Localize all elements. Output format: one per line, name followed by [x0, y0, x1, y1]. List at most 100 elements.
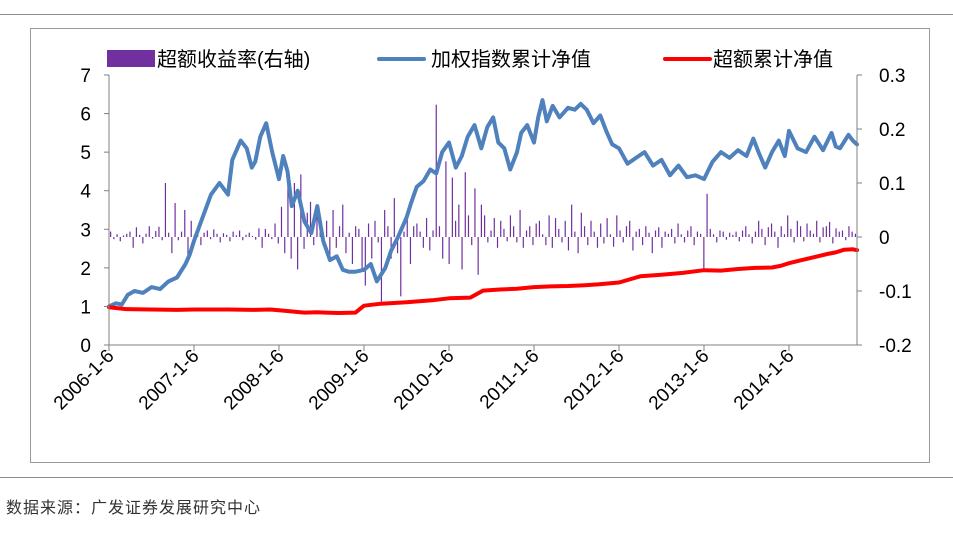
excess-return-bar: [683, 237, 686, 243]
excess-return-bar: [413, 226, 415, 237]
excess-return-bar: [542, 234, 544, 237]
legend: 超额收益率(右轴) 加权指数累计净值 超额累计净值: [107, 48, 833, 71]
excess-return-bar: [822, 227, 824, 237]
excess-return-bar: [635, 231, 637, 237]
excess-return-bar: [429, 237, 431, 251]
excess-return-bar: [345, 237, 347, 254]
excess-return-bar: [416, 223, 418, 237]
excess-return-bar: [596, 237, 599, 248]
excess-return-bar: [735, 231, 737, 237]
excess-return-bar: [180, 231, 183, 237]
legend-label: 超额累计净值: [713, 48, 833, 71]
excess-return-bar: [838, 231, 840, 237]
excess-return-bar: [454, 220, 457, 237]
excess-return-bar: [725, 237, 728, 240]
excess-return-bar: [203, 232, 205, 237]
excess-return-bar: [432, 230, 434, 237]
excess-return-bar: [680, 234, 682, 237]
excess-return-bar: [403, 231, 405, 237]
excess-return-bar: [113, 237, 115, 240]
excess-return-bar: [525, 230, 528, 237]
excess-return-bar: [261, 237, 263, 248]
excess-return-bar: [484, 215, 486, 237]
excess-return-bar: [661, 237, 663, 248]
excess-return-bar: [174, 202, 176, 237]
excess-return-bar: [600, 223, 602, 237]
excess-return-bar: [554, 218, 557, 237]
excess-return-bar: [741, 230, 744, 237]
excess-return-bar: [258, 228, 260, 237]
excess-return-bar: [819, 237, 821, 243]
legend-label: 超额收益率(右轴): [157, 48, 310, 71]
excess-return-bar: [854, 233, 856, 237]
excess-return-bar: [458, 204, 460, 237]
excess-return-bar: [641, 237, 644, 246]
excess-return-bar: [400, 237, 402, 297]
excess-return-bar: [664, 231, 666, 237]
excess-return-bar: [764, 237, 766, 246]
right-tick-label: 0.2: [879, 120, 905, 141]
left-tick-label: 3: [80, 220, 91, 241]
excess-return-bar: [674, 237, 676, 244]
excess-return-bar: [367, 223, 370, 237]
excess-return-bar: [796, 220, 798, 237]
excess-return-bar: [748, 234, 750, 237]
excess-return-bar: [297, 237, 299, 270]
excess-return-bar: [783, 234, 786, 237]
excess-return-bar: [793, 237, 795, 243]
excess-return-bar: [619, 230, 621, 237]
excess-return-bar: [506, 237, 508, 242]
excess-return-bar: [590, 220, 592, 237]
excess-return-bar: [535, 223, 537, 237]
excess-return-bar: [729, 232, 731, 237]
excess-return-bar: [216, 233, 218, 237]
excess-return-bar: [551, 237, 553, 248]
excess-return-bar: [480, 204, 482, 237]
excess-return-bar: [500, 220, 502, 237]
excess-return-bar: [351, 237, 354, 264]
excess-return-bar: [313, 237, 315, 246]
excess-return-bar: [151, 237, 154, 239]
legend-swatch-bars: [107, 50, 155, 67]
excess-return-bar: [712, 234, 715, 237]
excess-return-bar: [545, 237, 547, 246]
excess-return-bar: [667, 233, 669, 237]
excess-return-bar: [758, 220, 760, 237]
excess-return-bar: [716, 237, 718, 243]
x-tick-label: 2013-1-6: [645, 346, 714, 415]
legend-label: 加权指数累计净值: [431, 48, 591, 71]
excess-return-bar: [190, 220, 192, 237]
source-note: 数据来源：广发证券发展研究中心: [6, 498, 262, 517]
left-tick-label: 4: [80, 182, 91, 203]
excess-return-bar: [658, 227, 660, 237]
right-tick-label: -0.1: [879, 282, 912, 303]
excess-return-bar: [316, 215, 318, 237]
excess-return-bar: [255, 237, 257, 240]
excess-return-bar: [606, 218, 608, 237]
excess-return-bar: [738, 237, 740, 242]
excess-return-bar: [809, 230, 811, 237]
excess-return-bar: [122, 235, 125, 237]
excess-return-bar: [110, 231, 112, 237]
excess-return-bar: [770, 223, 773, 237]
left-tick-label: 0: [80, 336, 91, 357]
excess-return-bar: [516, 237, 518, 243]
x-tick-label: 2011-1-6: [476, 346, 544, 414]
excess-return-bar: [129, 231, 131, 237]
excess-return-bar: [548, 215, 550, 237]
excess-return-bar: [709, 228, 711, 237]
excess-return-bar: [422, 237, 424, 248]
excess-return-bar: [587, 237, 589, 246]
excess-return-bar: [732, 234, 734, 237]
excess-return-bar: [493, 218, 495, 237]
excess-return-bar: [267, 233, 270, 237]
excess-return-bar: [487, 237, 489, 243]
excess-return-bar: [135, 227, 138, 237]
excess-return-bar: [645, 226, 647, 237]
excess-return-bar: [719, 230, 721, 237]
x-tick-label: 2012-1-6: [560, 346, 629, 415]
excess-return-bar: [767, 227, 769, 237]
excess-return-bar: [816, 220, 818, 237]
excess-return-bar: [377, 237, 379, 243]
excess-return-bar: [700, 233, 702, 237]
